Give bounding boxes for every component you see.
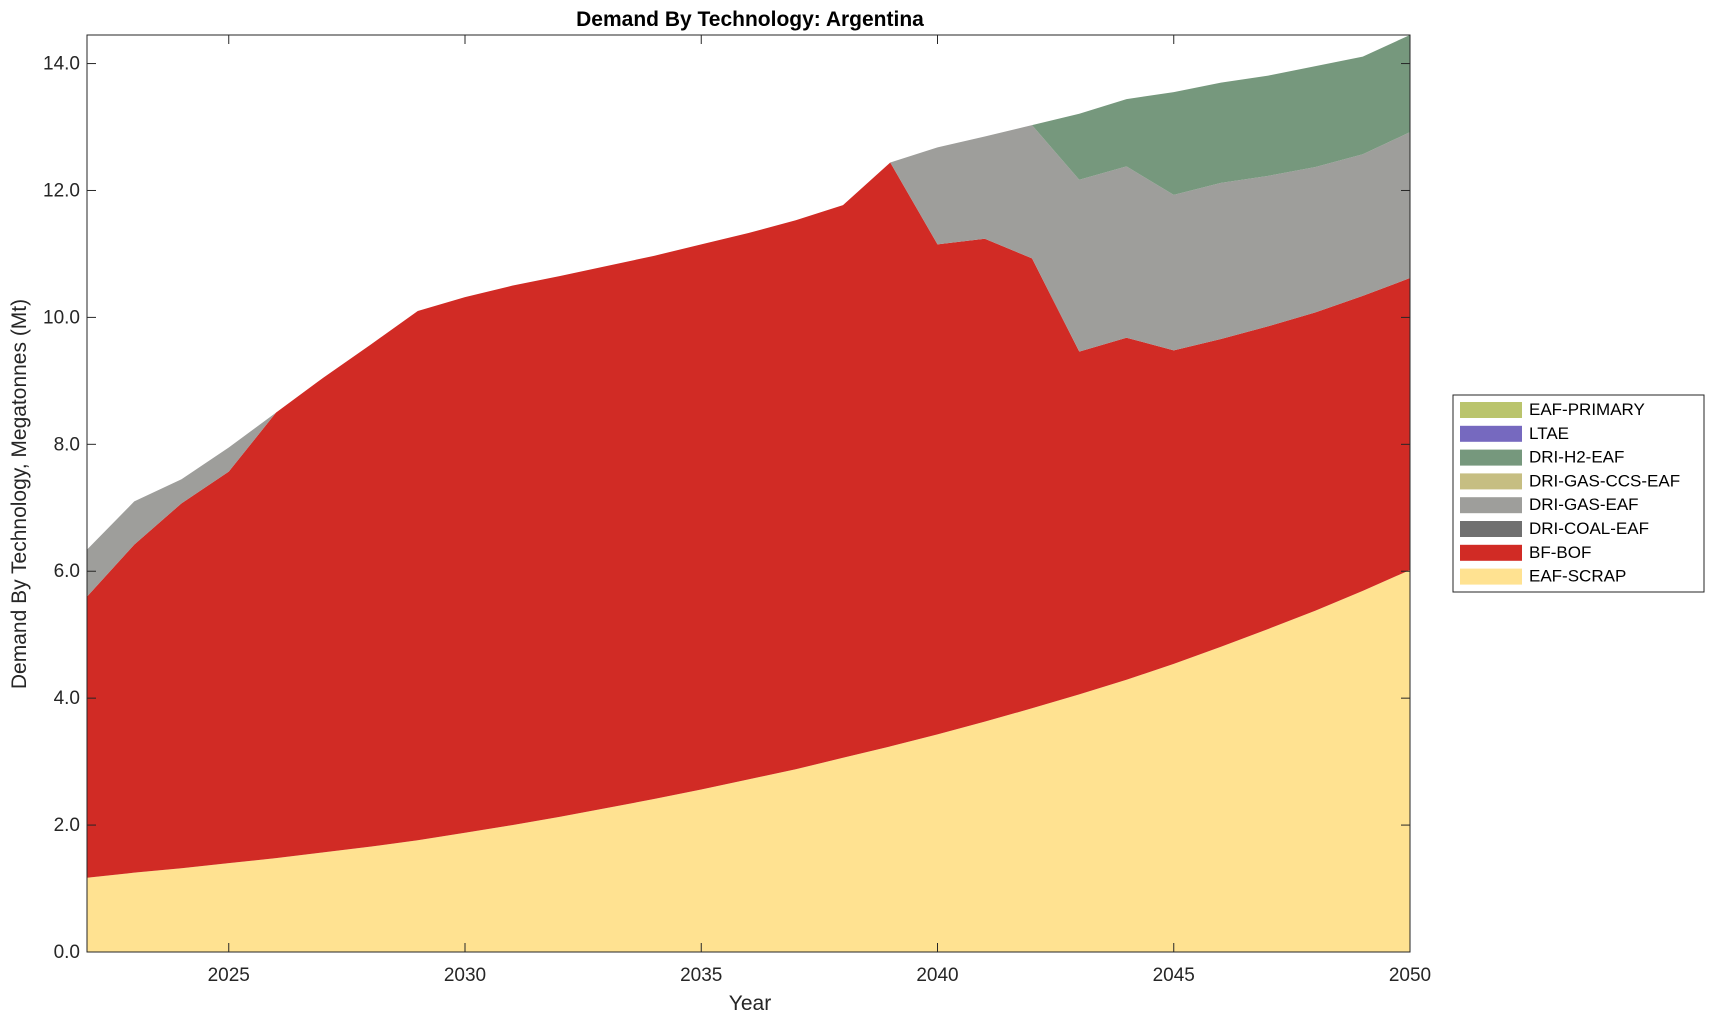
stacked-areas [87,35,1410,952]
y-tick-label: 0.0 [54,942,80,963]
x-axis: 2025 2030 2035 2040 2045 2050 [208,35,1431,986]
y-tick-label: 6.0 [54,561,80,582]
legend: EAF-PRIMARY LTAE DRI-H2-EAF DRI-GAS-CCS-EAF… [1452,394,1705,593]
legend-swatch-eaf-primary [1460,402,1522,418]
y-tick-label: 4.0 [54,688,80,709]
legend-swatch-eaf-scrap [1460,568,1522,585]
legend-label-eaf-primary: EAF-PRIMARY [1529,400,1645,419]
legend-label-bf-bof: BF-BOF [1529,543,1591,562]
legend-label-dri-coal-eaf: DRI-COAL-EAF [1529,519,1649,538]
y-tick-label: 10.0 [43,307,80,328]
y-axis: 0.0 2.0 4.0 6.0 8.0 10.0 12.0 14.0 [43,54,1410,963]
legend-swatch-dri-gas-eaf [1460,497,1522,514]
x-tick-label: 2025 [208,965,250,986]
y-axis-label: Demand By Technology, Megatonnes (Mt) [8,299,31,689]
area-dri-gas-eaf [87,125,1410,597]
legend-label-dri-gas-eaf: DRI-GAS-EAF [1529,495,1639,514]
y-tick-label: 8.0 [54,434,80,455]
chart-title: Demand By Technology: Argentina [576,8,924,31]
legend-label-dri-gas-ccs-eaf: DRI-GAS-CCS-EAF [1529,471,1680,490]
legend-swatch-ltae [1460,425,1522,442]
legend-swatch-dri-h2-eaf [1460,449,1522,466]
y-tick-label: 14.0 [43,54,80,75]
x-tick-label: 2040 [916,965,958,986]
legend-label-ltae: LTAE [1529,424,1569,443]
x-tick-label: 2030 [444,965,486,986]
x-axis-label: Year [729,992,771,1015]
legend-box [1452,394,1705,593]
plot-frame [86,34,1411,953]
y-tick-label: 2.0 [54,815,80,836]
x-tick-label: 2035 [680,965,722,986]
area-dri-h2-eaf [87,35,1410,550]
legend-swatch-dri-coal-eaf [1460,521,1522,537]
legend-label-dri-h2-eaf: DRI-H2-EAF [1529,448,1624,467]
legend-label-eaf-scrap: EAF-SCRAP [1529,567,1626,586]
area-bf-bof [87,162,1410,878]
y-tick-label: 12.0 [43,180,80,201]
legend-swatch-bf-bof [1460,544,1522,561]
legend-swatch-dri-gas-ccs-eaf [1460,473,1522,490]
area-eaf-scrap [87,569,1410,952]
x-tick-label: 2045 [1153,965,1195,986]
x-tick-label: 2050 [1389,965,1431,986]
